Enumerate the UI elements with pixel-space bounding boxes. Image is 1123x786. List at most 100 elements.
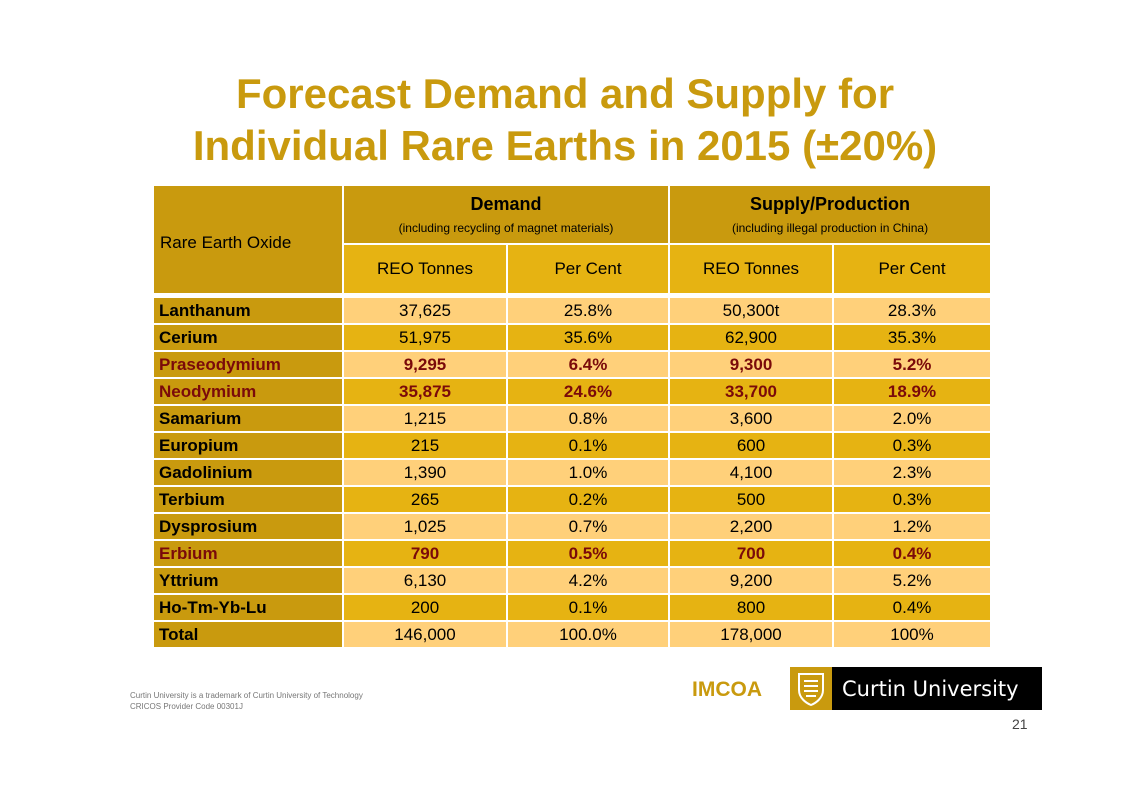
demand-percent-cell: 25.8% [505,296,671,325]
supply-tonnes-cell: 50,300t [668,296,835,325]
table-row: Total 146,000 100.0% 178,000 100% [152,620,993,649]
slide-title-line-1: Forecast Demand and Supply for [235,70,895,117]
table-row: Yttrium 6,130 4.2% 9,200 5.2% [152,566,993,595]
supply-percent-cell: 28.3% [832,296,993,325]
supply-percent-cell: 18.9% [832,377,993,406]
demand-group-header: Demand (including recycling of magnet ma… [341,184,671,245]
demand-tonnes-cell: 215 [342,431,508,460]
page-number: 21 [1012,716,1028,732]
demand-percent-cell: 0.1% [505,431,671,460]
supply-percent-cell: 5.2% [832,566,993,595]
curtin-crest-icon [790,667,832,710]
curtin-logo: Curtin University [790,667,1042,710]
oxide-name-cell: Samarium [152,404,344,433]
oxide-name-cell: Neodymium [152,377,344,406]
table-row: Terbium 265 0.2% 500 0.3% [152,485,993,514]
header-spacer [151,293,993,298]
rare-earth-table: Rare Earth Oxide Demand (including recyc… [151,184,993,649]
supply-title: Supply/Production [750,194,911,214]
demand-tonnes-cell: 35,875 [342,377,508,406]
supply-tonnes-cell: 3,600 [668,404,835,433]
supply-percent-cell: 0.3% [832,431,993,460]
table-row: Erbium 790 0.5% 700 0.4% [152,539,993,568]
demand-tonnes-cell: 6,130 [342,566,508,595]
demand-percent-cell: 1.0% [505,458,671,487]
footer-trademark-note: Curtin University is a trademark of Curt… [130,690,363,712]
supply-tonnes-cell: 9,200 [668,566,835,595]
demand-tonnes-cell: 1,215 [342,404,508,433]
header-spacer-cell [151,293,993,298]
supply-tonnes-cell: 800 [668,593,835,622]
cricos-line: CRICOS Provider Code 00301J [130,702,243,711]
oxide-name-cell: Cerium [152,323,344,352]
supply-tonnes-cell: 9,300 [668,350,835,379]
demand-percent-cell: 24.6% [505,377,671,406]
demand-subtitle: (including recycling of magnet materials… [398,221,614,235]
supply-tonnes-header: REO Tonnes [668,243,835,295]
demand-tonnes-cell: 790 [342,539,508,568]
demand-percent-cell: 4.2% [505,566,671,595]
supply-tonnes-cell: 2,200 [668,512,835,541]
supply-subtitle: (including illegal production in China) [731,221,929,235]
supply-tonnes-cell: 4,100 [668,458,835,487]
trademark-line: Curtin University is a trademark of Curt… [130,691,363,700]
table-row: Neodymium 35,875 24.6% 33,700 18.9% [152,377,993,406]
oxide-name-cell: Terbium [152,485,344,514]
demand-title: Demand [470,194,542,214]
demand-percent-cell: 0.5% [505,539,671,568]
supply-percent-cell: 0.4% [832,593,993,622]
demand-percent-cell: 0.8% [505,404,671,433]
demand-tonnes-cell: 9,295 [342,350,508,379]
demand-tonnes-cell: 37,625 [342,296,508,325]
demand-tonnes-cell: 51,975 [342,323,508,352]
supply-group-header: Supply/Production (including illegal pro… [668,184,993,245]
table-row: Lanthanum 37,625 25.8% 50,300t 28.3% [152,296,993,325]
imcoa-logo: IMCOA [692,678,762,701]
oxide-name-cell: Erbium [152,539,344,568]
supply-percent-header: Per Cent [832,243,993,295]
supply-tonnes-cell: 500 [668,485,835,514]
oxide-name-cell: Dysprosium [152,512,344,541]
oxide-name-cell: Lanthanum [152,296,344,325]
table-row: Gadolinium 1,390 1.0% 4,100 2.3% [152,458,993,487]
demand-percent-cell: 0.2% [505,485,671,514]
supply-percent-cell: 0.4% [832,539,993,568]
demand-percent-cell: 35.6% [505,323,671,352]
oxide-name-cell: Europium [152,431,344,460]
demand-tonnes-cell: 265 [342,485,508,514]
supply-percent-cell: 2.0% [832,404,993,433]
oxide-name-cell: Ho-Tm-Yb-Lu [152,593,344,622]
demand-percent-cell: 0.1% [505,593,671,622]
demand-percent-cell: 6.4% [505,350,671,379]
supply-percent-cell: 2.3% [832,458,993,487]
supply-tonnes-cell: 33,700 [668,377,835,406]
demand-tonnes-cell: 1,390 [342,458,508,487]
supply-tonnes-cell: 178,000 [668,620,835,649]
demand-tonnes-cell: 146,000 [342,620,508,649]
slide-title: Forecast Demand and Supply for Individua… [60,68,1070,172]
supply-tonnes-cell: 700 [668,539,835,568]
demand-tonnes-cell: 200 [342,593,508,622]
supply-percent-cell: 1.2% [832,512,993,541]
table-row: Europium 215 0.1% 600 0.3% [152,431,993,460]
demand-tonnes-cell: 1,025 [342,512,508,541]
supply-percent-cell: 35.3% [832,323,993,352]
supply-percent-cell: 0.3% [832,485,993,514]
rare-earth-oxide-header: Rare Earth Oxide [152,184,344,295]
table-row: Ho-Tm-Yb-Lu 200 0.1% 800 0.4% [152,593,993,622]
slide-title-line-2: Individual Rare Earths in 2015 (±20%) [192,122,938,169]
demand-percent-header: Per Cent [505,243,671,295]
table-row: Praseodymium 9,295 6.4% 9,300 5.2% [152,350,993,379]
supply-tonnes-cell: 62,900 [668,323,835,352]
supply-tonnes-cell: 600 [668,431,835,460]
oxide-name-cell: Total [152,620,344,649]
demand-tonnes-header: REO Tonnes [342,243,508,295]
oxide-name-cell: Yttrium [152,566,344,595]
curtin-university-name: Curtin University [832,667,1042,710]
table-body: Lanthanum 37,625 25.8% 50,300t 28.3% Cerium 51… [151,293,993,649]
table-row: Cerium 51,975 35.6% 62,900 35.3% [152,323,993,352]
table-row: Dysprosium 1,025 0.7% 2,200 1.2% [152,512,993,541]
table-row: Samarium 1,215 0.8% 3,600 2.0% [152,404,993,433]
supply-percent-cell: 100% [832,620,993,649]
demand-percent-cell: 0.7% [505,512,671,541]
